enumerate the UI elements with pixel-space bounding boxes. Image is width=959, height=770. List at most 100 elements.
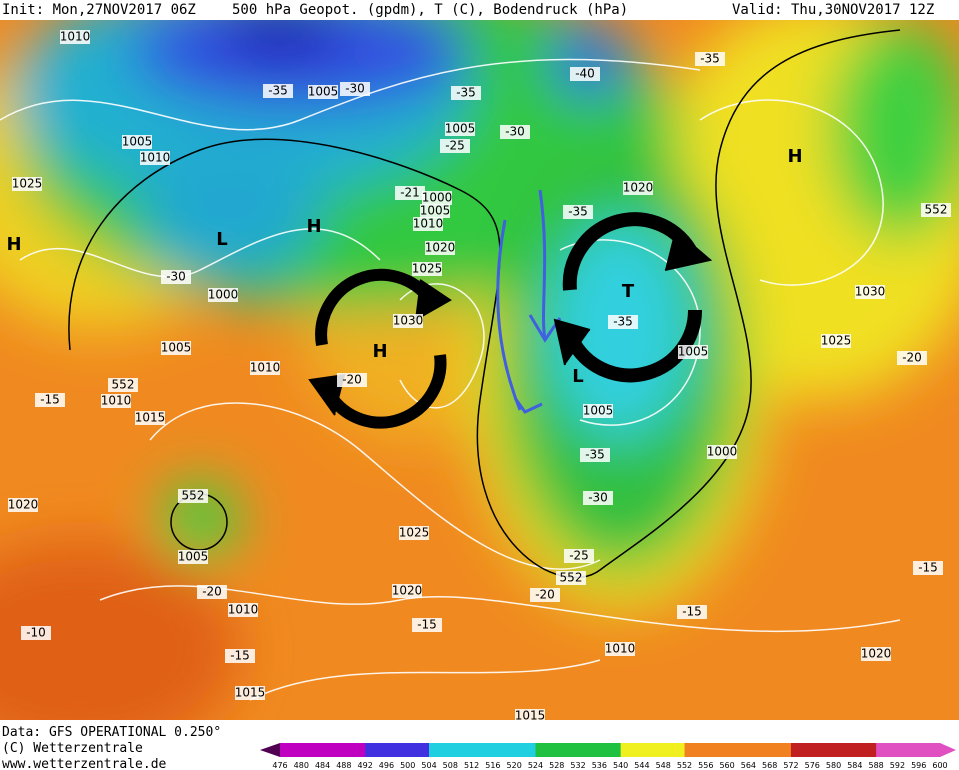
- contour-label: -20: [535, 588, 555, 602]
- contour-label: -35: [700, 52, 720, 66]
- contour-label: -15: [230, 649, 250, 663]
- label-box: [897, 351, 927, 365]
- label-box: [228, 603, 258, 617]
- colorbar-swatch: [556, 743, 579, 757]
- colorbar-label: 592: [890, 761, 905, 770]
- label-box: [425, 241, 455, 255]
- label-box: [395, 186, 425, 200]
- colorbar-swatch: [620, 743, 643, 757]
- label-box: [564, 549, 594, 563]
- label-box: [8, 498, 38, 512]
- label-box: [445, 122, 475, 136]
- label-box: [35, 393, 65, 407]
- label-box: [451, 86, 481, 100]
- pressure-center: H: [372, 341, 387, 362]
- label-box: [707, 445, 737, 459]
- label-box: [161, 341, 191, 355]
- colorbar-label: 524: [528, 761, 543, 770]
- colorbar-swatch: [492, 743, 515, 757]
- data-source: Data: GFS OPERATIONAL 0.250°: [2, 725, 221, 740]
- colorbar-label: 580: [826, 761, 841, 770]
- init-time: Init: Mon,27NOV2017 06Z: [2, 2, 196, 18]
- contour-label: -35: [568, 205, 588, 219]
- label-box: [208, 288, 238, 302]
- contour-label: 1025: [12, 177, 43, 191]
- contour-label: -30: [166, 270, 186, 284]
- colorbar-label: 532: [570, 761, 585, 770]
- contour-label: -30: [505, 125, 525, 139]
- label-box: [422, 191, 452, 205]
- colorbar-label: 536: [592, 761, 607, 770]
- contour-label: 1020: [392, 584, 423, 598]
- contour-label: -35: [585, 448, 605, 462]
- colorbar-label: 504: [421, 761, 436, 770]
- contour-label: 1010: [101, 394, 132, 408]
- colorbar-swatch: [854, 743, 877, 757]
- contour-label: 1030: [855, 285, 886, 299]
- colorbar-label: 596: [911, 761, 926, 770]
- colorbar-label: 568: [762, 761, 777, 770]
- contour-label: 1010: [250, 361, 281, 375]
- colorbar-swatch: [812, 743, 835, 757]
- colorbar-swatch: [535, 743, 558, 757]
- contour-label: -15: [417, 618, 437, 632]
- colorbar-label: 480: [294, 761, 309, 770]
- contour-label: 1005: [678, 345, 709, 359]
- colorbar-swatch: [727, 743, 749, 757]
- label-box: [515, 709, 545, 720]
- colorbar-swatch: [386, 743, 409, 757]
- colorbar-label: 544: [634, 761, 649, 770]
- colorbar-label: 484: [315, 761, 330, 770]
- label-box: [197, 585, 227, 599]
- colorbar-label: 476: [272, 761, 287, 770]
- label-box: [392, 584, 422, 598]
- colorbar-swatch: [407, 743, 430, 757]
- label-box: [500, 125, 530, 139]
- label-box: [122, 135, 152, 149]
- pressure-center: L: [572, 366, 583, 387]
- label-box: [178, 489, 208, 503]
- label-box: [605, 642, 635, 656]
- colorbar-label: 492: [358, 761, 373, 770]
- label-box: [337, 373, 367, 387]
- label-box: [861, 647, 891, 661]
- label-box: [695, 52, 725, 66]
- contour-label: 1025: [821, 334, 852, 348]
- label-box: [608, 315, 638, 329]
- pressure-center: H: [787, 146, 802, 167]
- contour-label: 1000: [422, 191, 453, 205]
- contour-label: -15: [918, 561, 938, 575]
- label-box: [440, 139, 470, 153]
- contour-label: 1005: [161, 341, 192, 355]
- colorbar: 476 480 484 488 492 496 500 504 508 512 516 520 524 5…: [260, 743, 956, 770]
- colorbar-label: 588: [868, 761, 883, 770]
- label-box: [623, 181, 653, 195]
- contour-label: 1020: [623, 181, 654, 195]
- contour-label: -21: [400, 186, 420, 200]
- colorbar-swatch: [748, 743, 771, 757]
- label-box: [412, 262, 442, 276]
- colorbar-label: 552: [677, 761, 692, 770]
- contour-label: -15: [682, 605, 702, 619]
- colorbar-arrow: [260, 743, 280, 757]
- label-box: [821, 334, 851, 348]
- contour-label: 1010: [228, 603, 259, 617]
- label-box: [21, 626, 51, 640]
- colorbar-label: 520: [507, 761, 522, 770]
- colorbar-label: 500: [400, 761, 415, 770]
- colorbar-swatch: [918, 743, 941, 757]
- label-box: [161, 270, 191, 284]
- colorbar-label: 584: [847, 761, 862, 770]
- colorbar-label: 508: [443, 761, 458, 770]
- contour-label: 1010: [140, 151, 171, 165]
- contour-label: 1000: [208, 288, 239, 302]
- colorbar-label: 528: [549, 761, 564, 770]
- label-box: [60, 30, 90, 44]
- label-box: [855, 285, 885, 299]
- contour-label: 1005: [122, 135, 153, 149]
- colorbar-swatch: [450, 743, 473, 757]
- colorbar-swatch: [833, 743, 856, 757]
- colorbar-label: 488: [336, 761, 351, 770]
